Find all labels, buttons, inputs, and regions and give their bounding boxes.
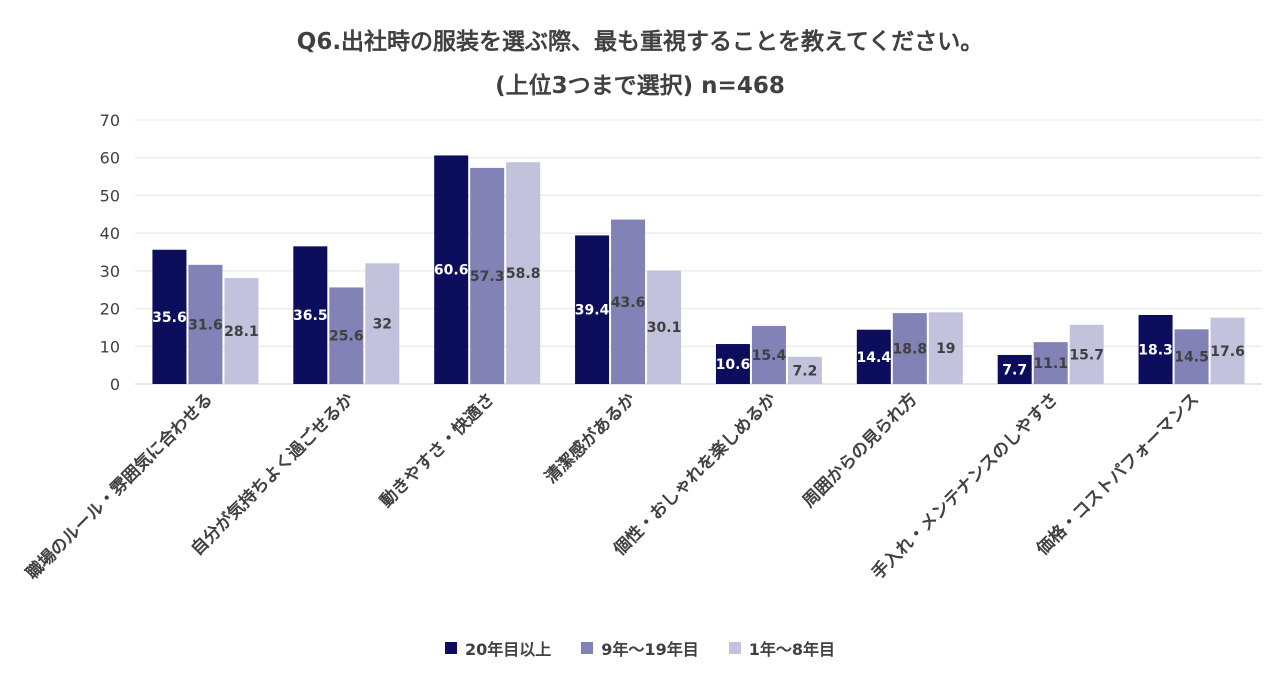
bar — [892, 313, 927, 384]
bar — [224, 278, 259, 384]
bar — [434, 155, 469, 384]
y-tick-label: 70 — [100, 111, 120, 130]
data-label: 31.6 — [188, 317, 223, 333]
y-tick-label: 60 — [100, 149, 120, 168]
data-label: 18.3 — [1138, 342, 1173, 358]
bar — [997, 354, 1032, 384]
data-label: 28.1 — [224, 324, 259, 340]
chart-title: Q6.出社時の服装を選ぶ際、最も重視することを教えてください。 — [296, 29, 984, 55]
data-label: 7.2 — [793, 363, 818, 379]
bar — [575, 235, 610, 384]
legend: 20年目以上 9年～19年目 1年～8年目 — [0, 636, 1280, 660]
x-tick-label: 個性・おしゃれを楽しめるか — [609, 389, 781, 561]
y-tick-label: 20 — [100, 300, 120, 319]
data-label: 14.5 — [1174, 350, 1209, 366]
legend-swatch — [581, 642, 594, 654]
bar — [1210, 317, 1245, 384]
x-tick-label: 周囲からの見られ方 — [798, 389, 921, 512]
bar — [928, 312, 963, 384]
legend-swatch — [728, 642, 741, 654]
data-label: 36.5 — [293, 308, 328, 324]
data-label: 39.4 — [575, 303, 610, 319]
legend-label: 9年～19年目 — [601, 640, 699, 659]
data-label: 15.7 — [1069, 347, 1104, 363]
data-label: 25.6 — [329, 329, 364, 345]
bar — [1138, 314, 1173, 384]
bar — [715, 344, 750, 384]
bar — [1033, 342, 1068, 384]
bar — [506, 162, 541, 384]
bar — [1174, 329, 1209, 384]
data-label: 35.6 — [152, 310, 187, 326]
data-label: 32 — [373, 317, 392, 333]
legend-item: 20年目以上 — [445, 636, 551, 660]
y-tick-label: 50 — [100, 186, 120, 205]
bar — [293, 246, 328, 384]
bar — [787, 356, 822, 384]
chart-subtitle: (上位3つまで選択) n=468 — [495, 73, 785, 99]
y-tick-label: 10 — [100, 337, 120, 356]
data-label: 11.1 — [1033, 356, 1068, 372]
legend-label: 20年目以上 — [465, 640, 552, 659]
data-label: 43.6 — [611, 295, 646, 311]
legend-item: 9年～19年目 — [581, 636, 699, 660]
data-label: 10.6 — [716, 357, 751, 373]
data-label: 15.4 — [752, 348, 787, 364]
bar — [329, 287, 364, 384]
data-label: 60.6 — [434, 263, 469, 279]
data-label: 19 — [936, 341, 955, 357]
data-label: 18.8 — [893, 342, 928, 358]
bar — [751, 325, 786, 384]
legend-swatch — [445, 642, 458, 654]
y-tick-label: 30 — [100, 262, 120, 281]
legend-item: 1年～8年目 — [728, 636, 835, 660]
bar — [365, 263, 400, 384]
x-tick-label: 動きやすさ・快適さ — [376, 389, 499, 512]
bar — [188, 264, 223, 384]
x-tick-label: 価格・コストパフォーマンス — [1032, 389, 1204, 561]
y-tick-label: 0 — [110, 375, 120, 394]
data-label: 14.4 — [857, 350, 892, 366]
data-label: 58.8 — [506, 266, 541, 282]
legend-label: 1年～8年目 — [748, 640, 835, 659]
x-tick-label: 自分が気持ちよく過ごせるか — [187, 389, 358, 560]
bar — [470, 167, 505, 384]
data-label: 7.7 — [1002, 362, 1027, 378]
bar — [1069, 324, 1104, 384]
x-tick-label: 職場のルール・雰囲気に合わせる — [22, 389, 217, 584]
data-label: 57.3 — [470, 269, 505, 285]
y-tick-label: 40 — [100, 224, 120, 243]
data-label: 17.6 — [1210, 344, 1245, 360]
data-label: 30.1 — [647, 320, 682, 336]
x-tick-label: 清潔感があるか — [541, 389, 640, 488]
bar — [856, 329, 891, 384]
bar — [152, 249, 187, 384]
bar — [647, 270, 682, 384]
bar — [611, 219, 646, 384]
